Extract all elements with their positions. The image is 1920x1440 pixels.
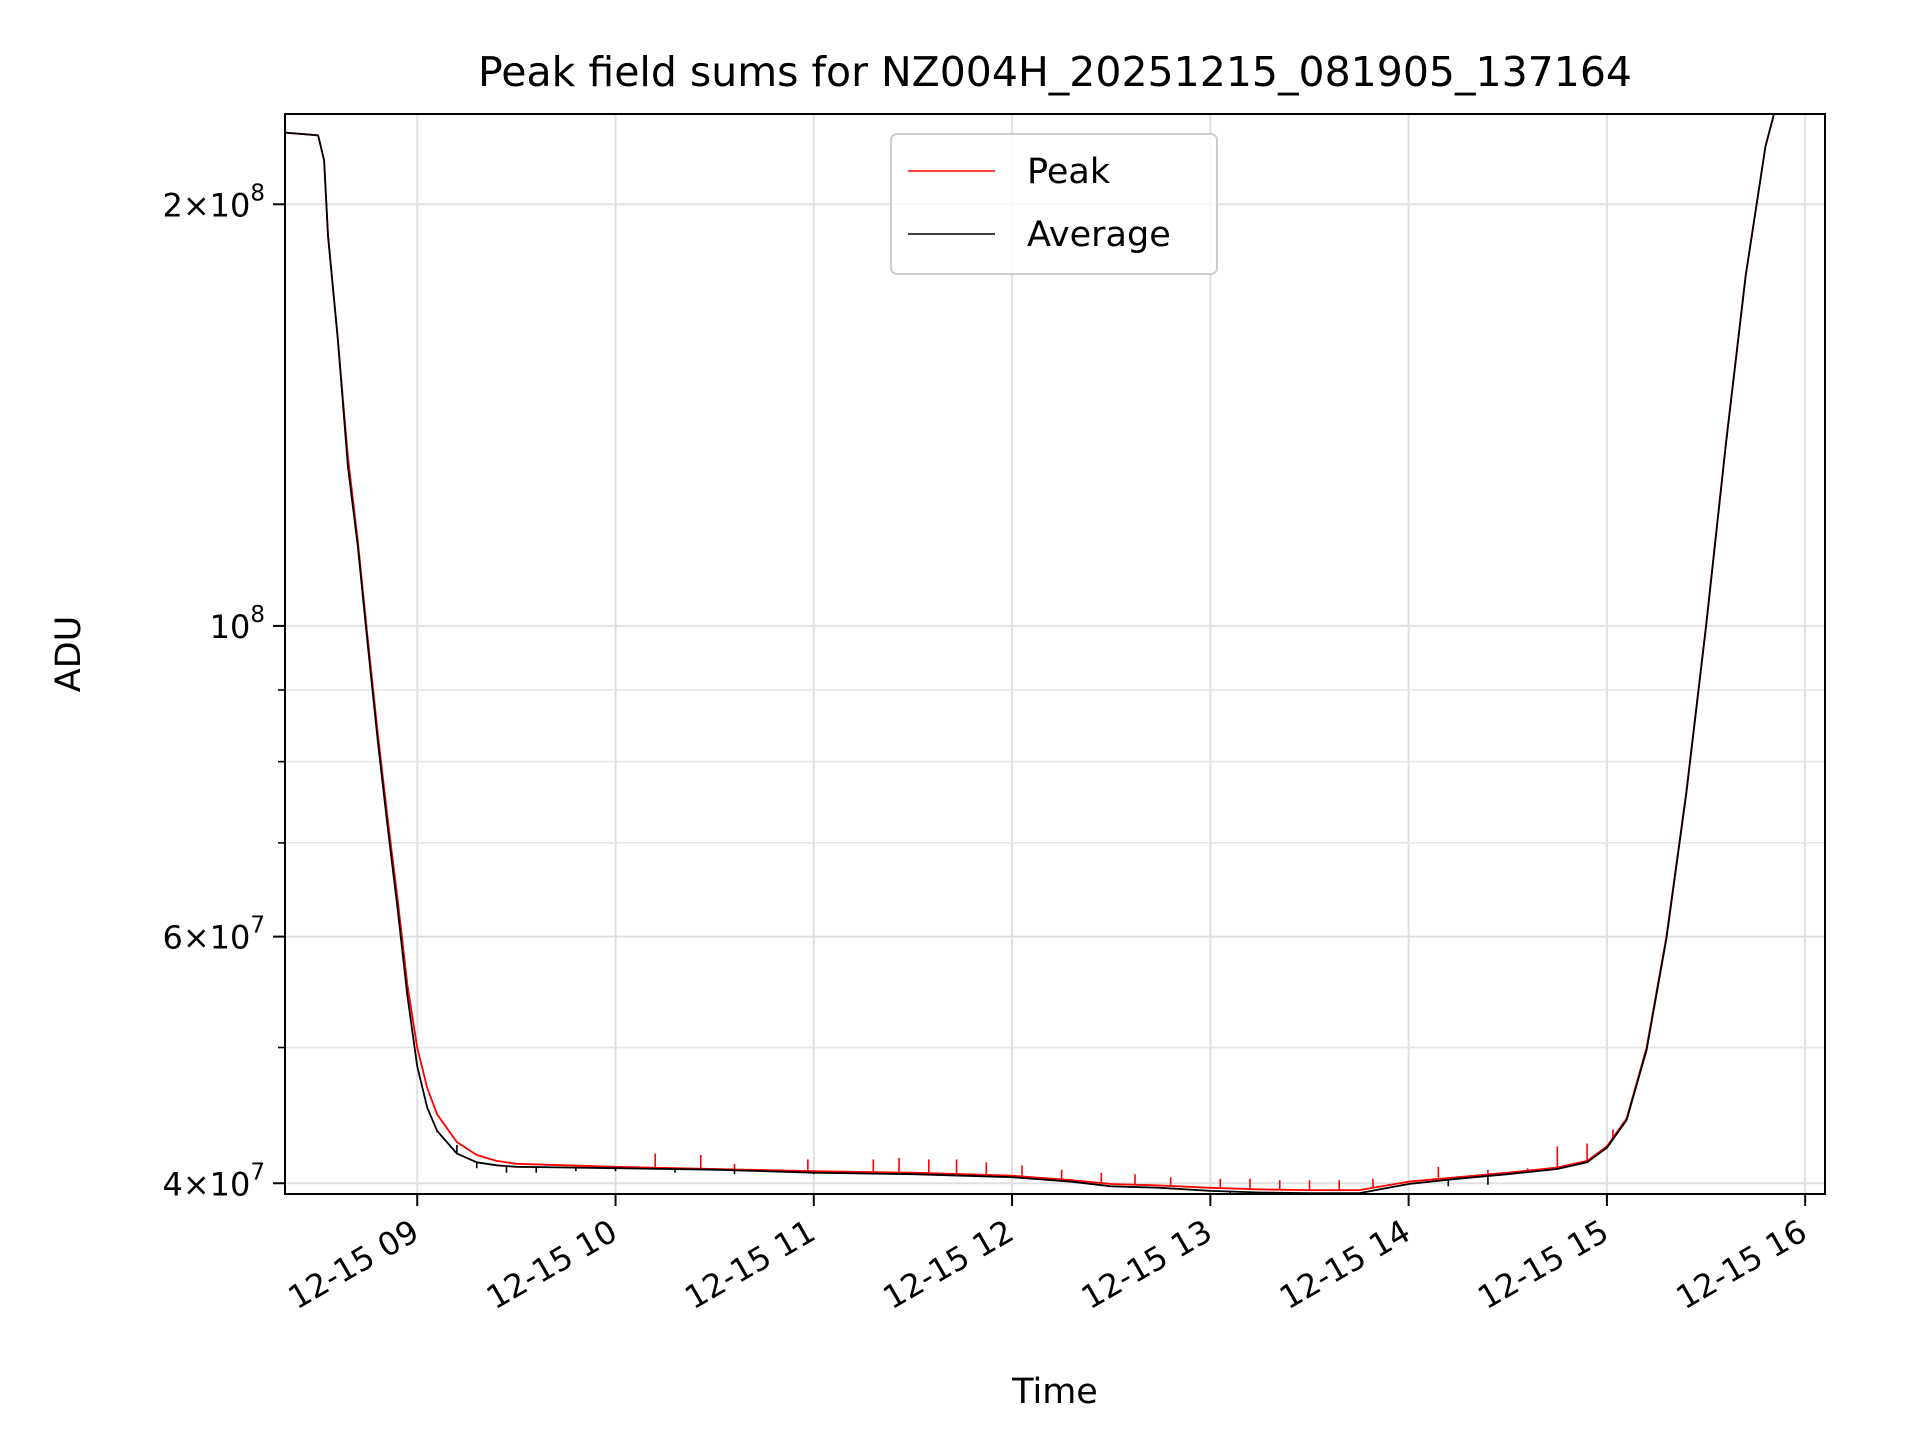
grid-layer: [285, 114, 1825, 1194]
plot-frame: [284, 113, 1826, 1195]
y-axis-label: ADU: [49, 616, 89, 693]
y-tick-label: 4×107: [162, 1159, 265, 1203]
chart-title: Peak field sums for NZ004H_20251215_0819…: [478, 48, 1632, 96]
series-layer: [285, 114, 1775, 1194]
y-tick-label: 2×108: [162, 180, 265, 224]
y-tick-label: 6×107: [162, 913, 265, 957]
legend-box: [890, 133, 1218, 275]
x-axis-label: Time: [1011, 1372, 1098, 1412]
legend-peak-label: Peak: [1027, 152, 1111, 192]
legend-average-label: Average: [1027, 215, 1171, 255]
legend: Peak Average: [890, 133, 1218, 275]
y-tick-label: 108: [210, 602, 265, 646]
average-series-line: [285, 114, 1775, 1194]
